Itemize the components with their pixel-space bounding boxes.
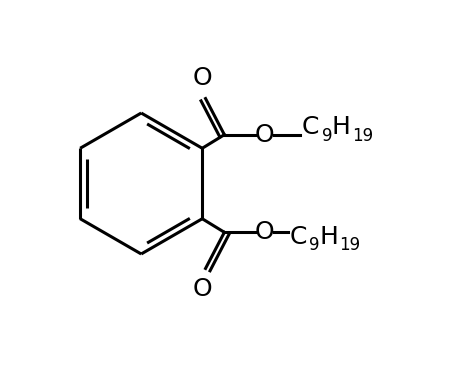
Text: C: C [302,116,319,139]
Text: 19: 19 [339,236,360,254]
Text: H: H [332,116,351,139]
Text: 9: 9 [322,127,332,145]
Text: C: C [290,225,307,248]
Text: H: H [319,225,338,248]
Text: O: O [254,123,274,147]
Text: O: O [254,220,274,244]
Text: 19: 19 [352,127,373,145]
Text: 9: 9 [310,236,320,254]
Text: O: O [192,66,212,90]
Text: O: O [192,277,212,301]
